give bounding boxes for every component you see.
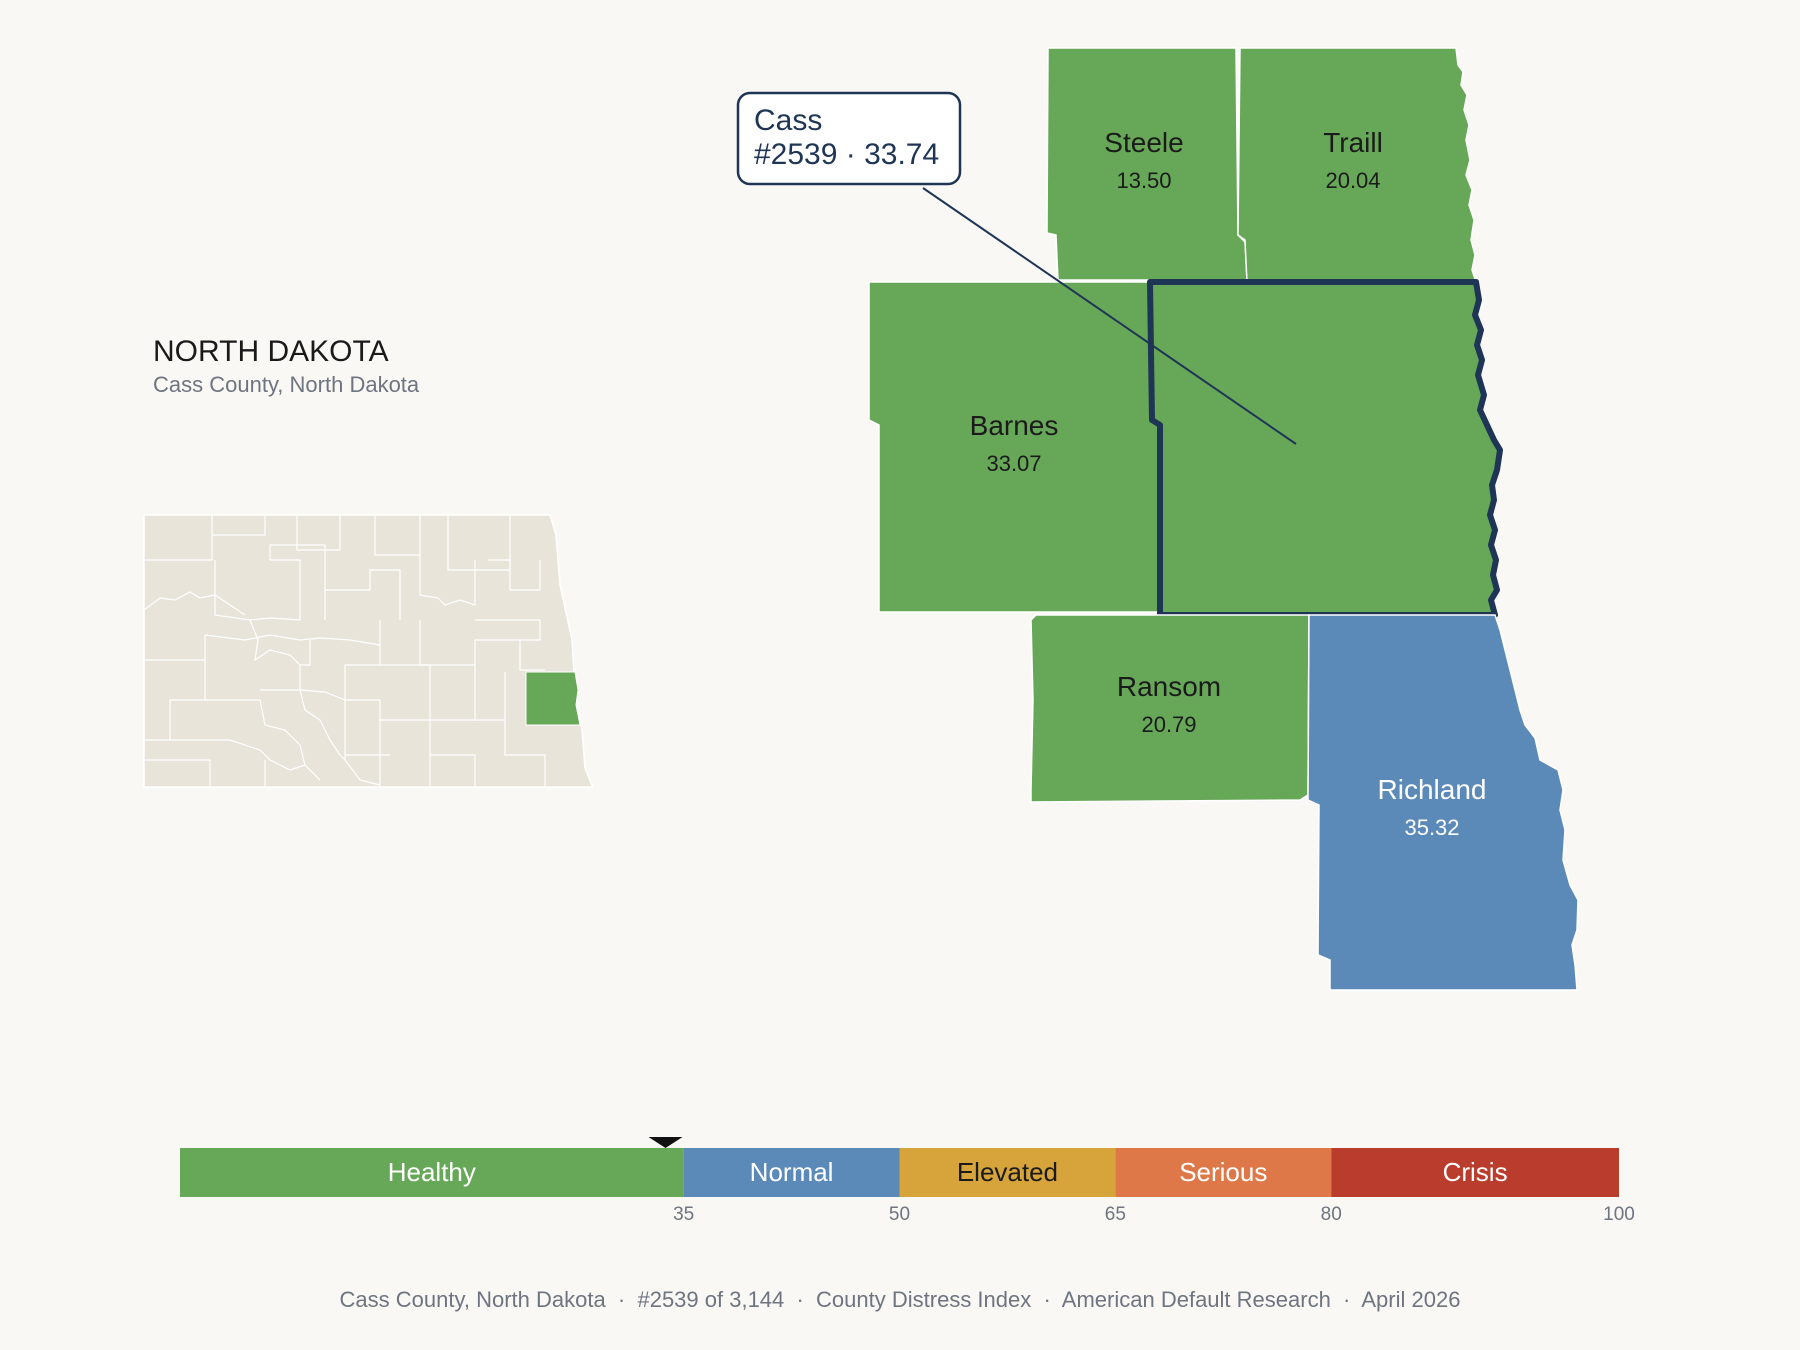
- legend-tick-80: 80: [1321, 1204, 1342, 1225]
- callout-county-name: Cass: [754, 104, 822, 137]
- callout-leader-line: [922, 187, 1297, 445]
- county-label-ransom: Ransom: [1117, 671, 1221, 702]
- legend-band-crisis: [1331, 1148, 1619, 1197]
- legend-tick-50: 50: [889, 1204, 910, 1225]
- footer-caption: Cass County, North Dakota · #2539 of 3,1…: [340, 1287, 1461, 1312]
- county-score-ransom: 20.79: [1141, 712, 1196, 737]
- county-score-steele: 13.50: [1116, 168, 1171, 193]
- callout-box: Cass #2539 · 33.74: [736, 91, 962, 186]
- county-map: [868, 47, 1579, 991]
- county-score-traill: 20.04: [1325, 168, 1380, 193]
- county-score-richland: 35.32: [1404, 815, 1459, 840]
- state-subtitle: Cass County, North Dakota: [153, 372, 420, 397]
- county-traill[interactable]: [1237, 47, 1478, 283]
- legend-band-label-normal: Normal: [750, 1157, 834, 1187]
- legend-band-healthy: [180, 1148, 684, 1197]
- legend-band-label-crisis: Crisis: [1443, 1157, 1508, 1187]
- legend-tick-35: 35: [673, 1204, 694, 1225]
- county-cass[interactable]: [1147, 279, 1503, 618]
- state-title: NORTH DAKOTA: [153, 335, 389, 368]
- state-county-lines: [143, 515, 555, 787]
- legend-tick-65: 65: [1105, 1204, 1126, 1225]
- county-label-richland: Richland: [1378, 774, 1487, 805]
- legend-tick-100: 100: [1603, 1204, 1635, 1225]
- inset-cass-highlight: [525, 671, 581, 726]
- county-steele[interactable]: [1046, 47, 1248, 281]
- county-label-steele: Steele: [1104, 127, 1183, 158]
- legend-band-label-healthy: Healthy: [388, 1157, 476, 1187]
- county-label-traill: Traill: [1323, 127, 1383, 158]
- county-label-barnes: Barnes: [970, 410, 1059, 441]
- county-ransom[interactable]: [1030, 614, 1310, 803]
- legend-band-label-elevated: Elevated: [957, 1157, 1058, 1187]
- legend-band-elevated: [899, 1148, 1116, 1197]
- callout-rank-score: #2539 · 33.74: [754, 138, 939, 171]
- legend-band-serious: [1115, 1148, 1332, 1197]
- legend-band-normal: [683, 1148, 900, 1197]
- county-richland[interactable]: [1307, 614, 1579, 991]
- state-outline: [143, 514, 594, 789]
- legend-band-label-serious: Serious: [1179, 1157, 1267, 1187]
- county-score-barnes: 33.07: [986, 451, 1041, 476]
- legend-scale: Healthy Normal Elevated Serious Crisis 35 50 65…: [180, 1137, 1635, 1225]
- legend-marker-triangle: [648, 1137, 683, 1148]
- county-barnes[interactable]: [868, 281, 1163, 613]
- state-inset-map: [143, 514, 594, 789]
